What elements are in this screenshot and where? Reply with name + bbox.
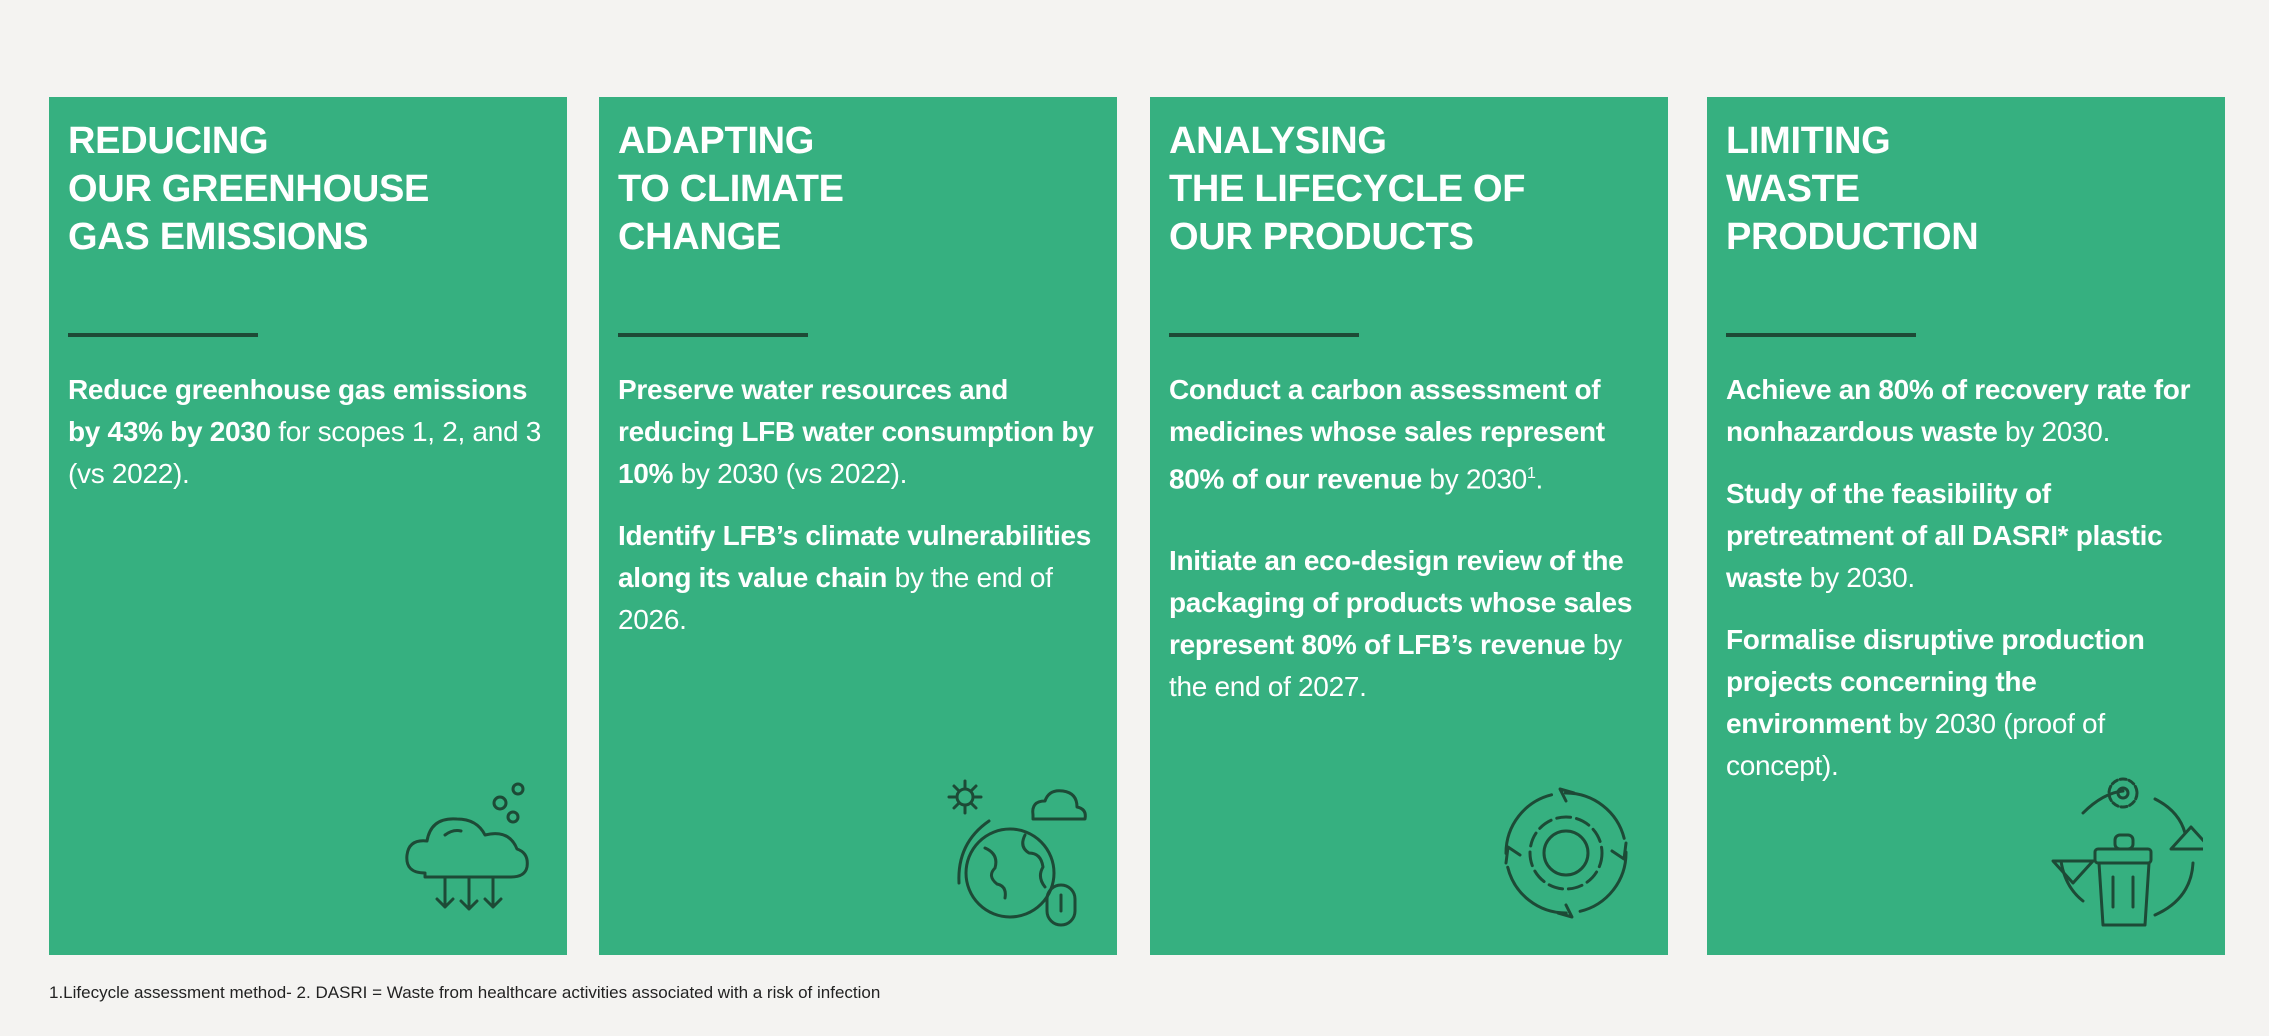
- divider: [618, 333, 808, 337]
- objective-card: LIMITING WASTE PRODUCTION Achieve an 80% …: [1707, 97, 2225, 955]
- objective-card: ANALYSING THE LIFECYCLE OF OUR PRODUCTS C…: [1150, 97, 1668, 955]
- globe-climate-icon: [947, 779, 1087, 927]
- plain-text: by 2030.: [1997, 416, 2111, 447]
- emphasis-text: Study of the feasibility of pretreatment…: [1726, 478, 2163, 593]
- emphasis-text: Reduce greenhouse gas emissions by 43% b…: [68, 374, 528, 447]
- plain-text: by 2030 (proof of concept).: [1726, 708, 2105, 781]
- divider: [1169, 333, 1359, 337]
- emphasis-text: Achieve an 80% of recovery rate for nonh…: [1726, 374, 2191, 447]
- card-body: Achieve an 80% of recovery rate for nonh…: [1726, 369, 2203, 807]
- card-body: Reduce greenhouse gas emissions by 43% b…: [68, 369, 545, 515]
- objective-text: Achieve an 80% of recovery rate for nonh…: [1726, 369, 2203, 453]
- emphasis-text: Identify LFB’s climate vulnerabilities a…: [618, 520, 1092, 593]
- plain-text: for scopes 1, 2, and 3 (vs 2022).: [68, 416, 541, 489]
- objective-text: Initiate an eco-design review of the pac…: [1169, 540, 1646, 708]
- objective-text: Preserve water resources and reducing LF…: [618, 369, 1095, 495]
- objective-text: Study of the feasibility of pretreatment…: [1726, 473, 2203, 599]
- gear-cycle-icon: [1504, 787, 1628, 919]
- objective-text: Reduce greenhouse gas emissions by 43% b…: [68, 369, 545, 495]
- objective-text: Formalise disruptive production projects…: [1726, 619, 2203, 787]
- divider: [1726, 333, 1916, 337]
- objective-text: Conduct a carbon assessment of medicines…: [1169, 369, 1646, 500]
- objective-card: ADAPTING TO CLIMATE CHANGE Preserve water…: [599, 97, 1117, 955]
- emphasis-text: Preserve water resources and reducing LF…: [618, 374, 1094, 489]
- card-title: REDUCING OUR GREENHOUSE GAS EMISSIONS: [68, 120, 430, 258]
- card-title: ANALYSING THE LIFECYCLE OF OUR PRODUCTS: [1169, 120, 1526, 258]
- emphasis-text: Formalise disruptive production projects…: [1726, 624, 2145, 739]
- objective-text: Identify LFB’s climate vulnerabilities a…: [618, 515, 1095, 641]
- card-title: ADAPTING TO CLIMATE CHANGE: [618, 120, 844, 258]
- card-body: Preserve water resources and reducing LF…: [618, 369, 1095, 661]
- plain-text: by the end of 2027.: [1169, 629, 1622, 703]
- plain-text: .: [1535, 463, 1544, 495]
- emphasis-text: Conduct a carbon assessment of medicines…: [1169, 374, 1605, 495]
- footnote-ref: 1: [1526, 465, 1536, 482]
- footnote: 1.Lifecycle assessment method- 2. DASRI …: [49, 983, 881, 1002]
- plain-text: by 2030 (vs 2022).: [673, 458, 908, 489]
- plain-text: by 2030.: [1802, 562, 1915, 593]
- plain-text: by the end of 2026.: [618, 562, 1053, 635]
- cloud-rain-arrows-icon: [405, 782, 529, 911]
- plain-text: by 2030: [1421, 463, 1527, 495]
- card-title: LIMITING WASTE PRODUCTION: [1726, 120, 1979, 258]
- objective-card: REDUCING OUR GREENHOUSE GAS EMISSIONS Red…: [49, 97, 567, 955]
- card-body: Conduct a carbon assessment of medicines…: [1169, 369, 1646, 728]
- emphasis-text: Initiate an eco-design review of the pac…: [1169, 545, 1633, 661]
- recycle-bin-icon: [2051, 777, 2203, 927]
- divider: [68, 333, 258, 337]
